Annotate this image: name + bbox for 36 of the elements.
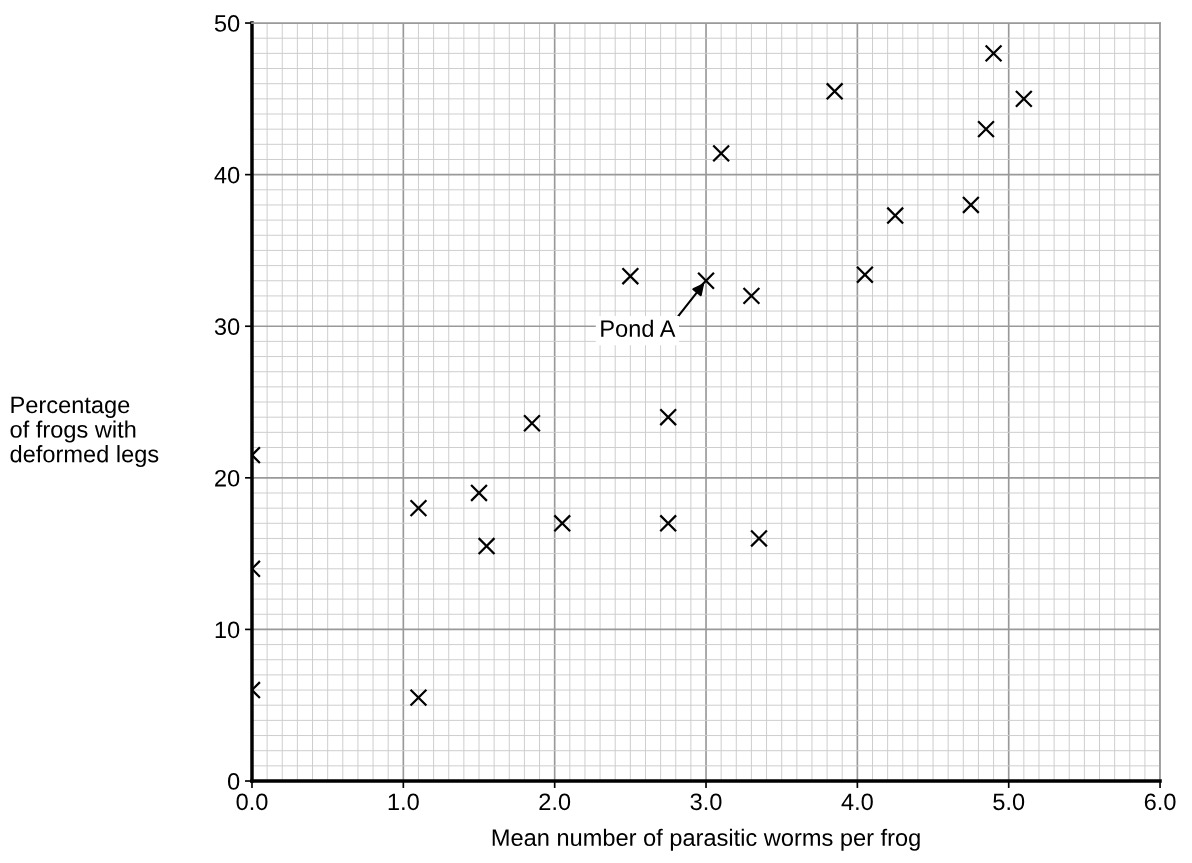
x-tick-label: 4.0 [841,793,873,811]
point [553,514,572,533]
y-tick-label: 40 [214,166,240,184]
point [696,271,716,290]
x-tick-label: 3.0 [690,793,722,811]
point [659,408,678,427]
x-axis-title: Mean number of parasitic worms per frog [492,828,920,851]
y-tick-label: 30 [214,318,240,336]
y-tick-label: 10 [215,621,240,639]
point [984,44,1003,63]
point [621,267,640,286]
point [749,529,769,548]
point [522,414,541,433]
y-tick-label: 50 [214,15,240,32]
point [976,120,996,139]
point [742,286,761,305]
point [659,514,678,533]
x-tick-label: 6.0 [1144,793,1176,811]
y-tick-label: 0 [227,773,240,790]
point [1014,89,1033,108]
point [886,206,905,225]
point [409,499,428,518]
point [712,144,731,163]
x-tick-label: 0.0 [236,793,268,811]
y-tick-label: 20 [215,469,240,487]
point [825,82,844,101]
point [855,265,874,284]
y-axis-title: Percentage of frogs with deformed legs [10,396,159,468]
point [409,688,428,707]
point [477,537,496,556]
point [469,483,489,503]
point [961,195,980,214]
x-tick-label: 5.0 [993,793,1025,811]
annotation: Pond A [601,319,676,337]
x-tick-label: 2.0 [539,793,571,811]
x-tick-label: 1.0 [388,793,419,811]
